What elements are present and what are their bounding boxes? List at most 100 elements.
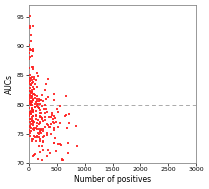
Point: [28, 128, 31, 131]
Point: [30, 119, 33, 122]
Point: [58, 143, 62, 146]
Point: [27, 97, 31, 100]
Point: [55, 149, 58, 152]
Point: [39, 120, 42, 123]
Point: [28, 86, 31, 89]
Point: [43, 88, 47, 91]
Point: [31, 50, 35, 53]
Point: [31, 67, 35, 70]
Point: [30, 95, 34, 98]
Point: [42, 107, 46, 110]
Point: [42, 129, 45, 132]
Point: [28, 102, 31, 105]
Point: [39, 140, 42, 143]
Point: [28, 112, 31, 115]
Point: [44, 103, 47, 106]
Point: [38, 130, 42, 133]
Point: [29, 103, 32, 106]
Point: [33, 96, 37, 99]
Point: [61, 158, 64, 161]
Point: [31, 138, 34, 141]
Point: [60, 159, 64, 162]
Point: [29, 91, 32, 94]
Point: [31, 114, 35, 117]
Point: [38, 97, 41, 100]
Point: [28, 51, 31, 54]
Point: [32, 134, 36, 137]
Point: [37, 135, 41, 138]
Point: [33, 153, 37, 156]
Point: [41, 116, 44, 119]
Point: [41, 119, 44, 122]
Point: [57, 143, 60, 146]
Point: [29, 84, 33, 87]
Point: [31, 65, 34, 68]
Point: [61, 159, 65, 162]
Point: [46, 123, 49, 126]
Point: [33, 106, 36, 109]
Point: [30, 95, 33, 98]
Point: [29, 24, 32, 27]
Point: [28, 115, 31, 118]
Point: [34, 94, 37, 97]
Point: [40, 105, 43, 108]
Point: [52, 129, 56, 132]
Point: [43, 112, 47, 115]
Point: [28, 125, 31, 128]
Point: [39, 151, 42, 154]
Point: [28, 94, 31, 98]
Point: [32, 77, 35, 81]
Point: [28, 118, 32, 121]
Point: [41, 127, 44, 130]
Point: [29, 113, 33, 116]
Point: [75, 144, 79, 147]
Point: [29, 135, 32, 138]
Point: [41, 135, 45, 138]
Point: [37, 99, 41, 102]
Point: [28, 48, 32, 51]
Point: [40, 117, 43, 120]
Point: [34, 109, 38, 112]
Point: [47, 115, 50, 118]
Point: [31, 96, 34, 99]
Y-axis label: AUCs: AUCs: [5, 74, 14, 94]
Point: [31, 86, 34, 89]
Point: [43, 118, 46, 121]
Point: [27, 98, 31, 101]
Point: [64, 94, 67, 97]
Point: [38, 111, 42, 114]
Point: [35, 118, 38, 121]
Point: [66, 142, 69, 145]
Point: [36, 157, 39, 160]
Point: [27, 67, 31, 70]
Point: [27, 110, 31, 113]
Point: [49, 123, 52, 126]
Point: [53, 114, 56, 117]
Point: [48, 151, 52, 154]
Point: [28, 26, 31, 29]
Point: [31, 128, 34, 131]
Point: [48, 126, 51, 129]
Point: [28, 52, 31, 55]
Point: [51, 117, 55, 120]
Point: [33, 135, 37, 138]
Point: [31, 115, 34, 118]
Point: [45, 122, 48, 125]
Point: [27, 57, 31, 60]
Point: [38, 108, 42, 111]
Point: [36, 118, 39, 121]
Point: [32, 98, 35, 101]
Point: [29, 120, 32, 123]
Point: [31, 98, 34, 101]
Point: [46, 155, 49, 158]
Point: [42, 141, 45, 144]
Point: [56, 108, 59, 111]
Point: [32, 92, 35, 95]
Point: [29, 83, 33, 86]
Point: [28, 107, 31, 110]
Point: [52, 121, 56, 124]
Point: [30, 54, 33, 57]
Point: [27, 130, 31, 133]
Point: [31, 25, 35, 28]
Point: [45, 111, 49, 114]
